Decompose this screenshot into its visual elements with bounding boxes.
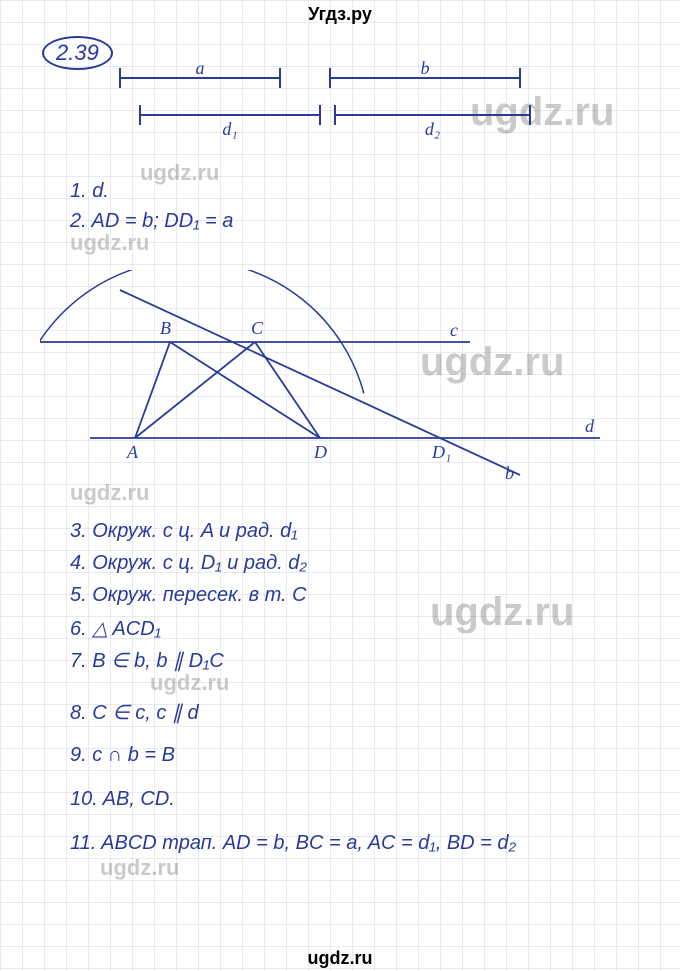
svg-text:d₂: d₂ [425,119,440,139]
page-content: Угдз.ру 2.39 abd₁d₂ ABCDD₁cdb 1. d.2. AD… [0,0,680,971]
svg-text:C: C [251,318,264,338]
svg-text:d₁: d₁ [222,119,237,139]
handwritten-line: 4. Окруж. с ц. D₁ и рад. d₂ [70,552,307,575]
svg-text:A: A [126,442,139,462]
site-header-title: Угдз.ру [0,4,680,25]
handwritten-line: 5. Окруж. пересек. в т. C [70,584,307,607]
svg-text:b: b [421,60,430,78]
svg-text:D₁: D₁ [431,442,451,462]
watermark-text: ugdz.ru [70,480,149,506]
svg-text:c: c [450,320,458,340]
handwritten-line: 11. ABCD трап. AD = b, BC = a, AC = d₁, … [70,832,516,855]
svg-text:a: a [196,60,205,78]
segments-diagram: a b d₁ d₂ [100,60,540,140]
watermark-text: ugdz.ru [100,855,179,881]
svg-text:d: d [585,416,595,436]
svg-text:B: B [160,318,171,338]
handwritten-line: 9. c ∩ b = B [70,744,175,767]
handwritten-line: 7. B ∈ b, b ∥ D₁C [70,648,224,673]
watermark-text: ugdz.ru [430,590,574,635]
handwritten-line: 1. d. [70,180,109,203]
handwritten-line: 3. Окруж. с ц. A и рад. d₁ [70,520,298,543]
handwritten-line: 6. △ ACD₁ [70,616,161,641]
handwritten-line: 2. AD = b; DD₁ = a [70,210,233,233]
watermark-text: ugdz.ru [70,230,149,256]
handwritten-line: 8. C ∈ c, c ∥ d [70,700,199,725]
handwritten-line: 10. AB, CD. [70,788,175,811]
watermark-text: ugdz.ru [140,160,219,186]
footer-watermark: ugdz.ru [0,948,680,969]
svg-text:D: D [313,442,327,462]
watermark-text: ugdz.ru [150,670,229,696]
svg-text:b: b [505,463,514,480]
geometry-diagram: A B C D D₁ c d b [40,270,620,480]
